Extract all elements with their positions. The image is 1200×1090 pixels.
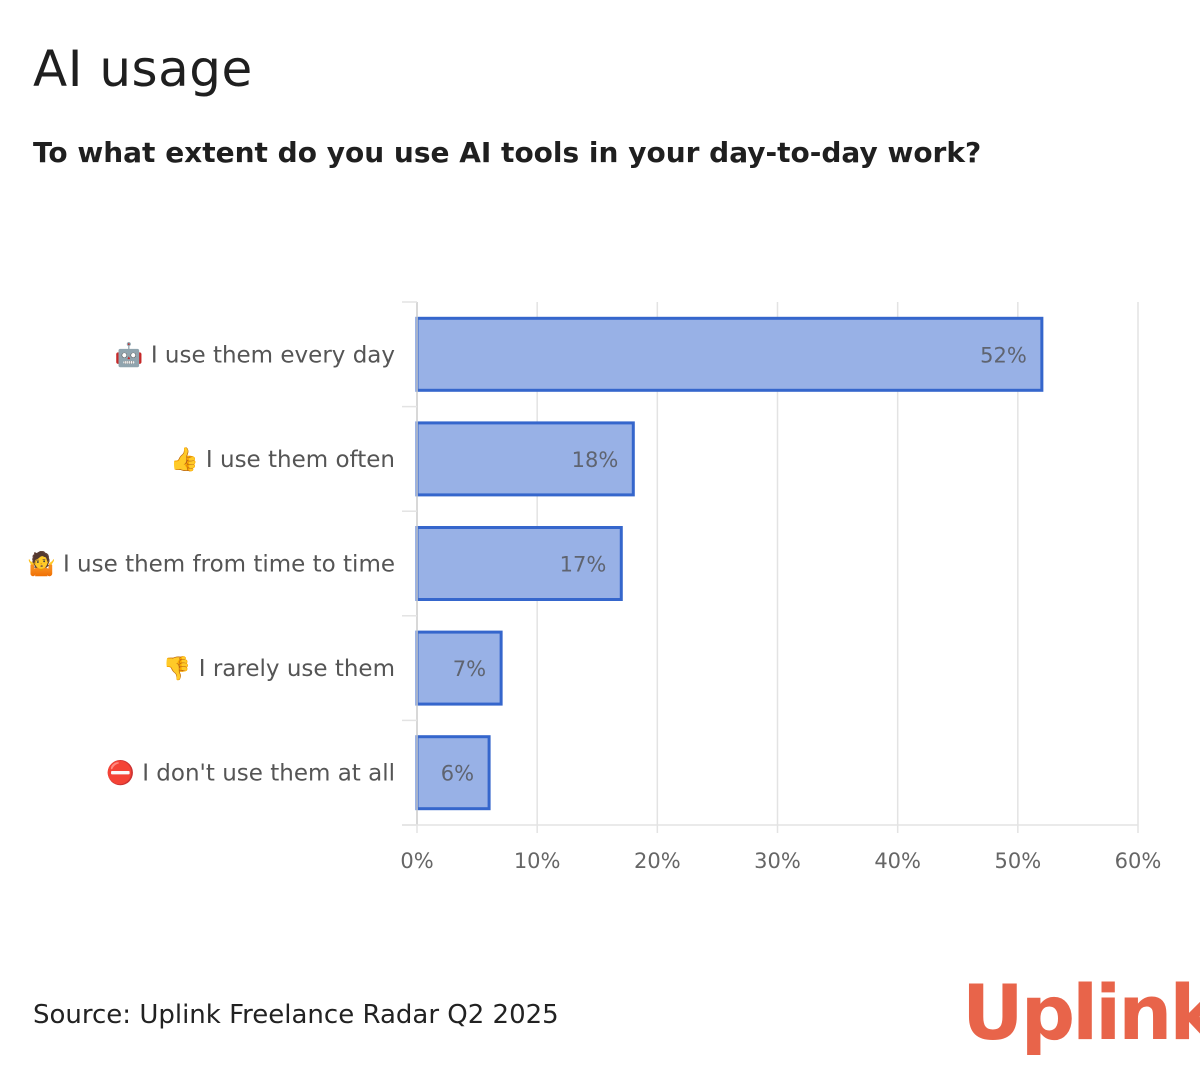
x-tick-label: 10% [514, 849, 561, 873]
category-label: 👍 I use them often [170, 446, 395, 473]
chart-subtitle: To what extent do you use AI tools in yo… [33, 136, 982, 169]
x-tick-label: 30% [754, 849, 801, 873]
bar-value-label: 6% [441, 762, 474, 786]
bar [415, 526, 623, 601]
bar-layer [415, 316, 1044, 811]
bar [415, 735, 491, 811]
bar [415, 421, 635, 497]
x-tick-label: 50% [994, 849, 1041, 873]
bar [415, 316, 1044, 392]
bar-value-label: 18% [572, 448, 619, 472]
category-label: 👎 I rarely use them [163, 655, 395, 682]
bar-value-label: 52% [980, 343, 1027, 367]
bar-value-label: 17% [560, 553, 607, 577]
x-tick-label: 60% [1115, 849, 1162, 873]
x-tick-label: 0% [400, 849, 433, 873]
page-title: AI usage [33, 40, 253, 98]
label-layer: 0% 10% 20% 30% 40% 50% 60% 52% 🤖 I use them ever… [27, 341, 1161, 873]
x-tick-label: 40% [874, 849, 921, 873]
category-label: 🤷 I use them from time to time [27, 550, 395, 578]
axis-layer [402, 301, 1138, 833]
source-note: Source: Uplink Freelance Radar Q2 2025 [33, 1000, 559, 1030]
uplink-logo: Uplink [962, 968, 1200, 1057]
x-tick-label: 20% [634, 849, 681, 873]
bar [415, 630, 503, 706]
category-label: 🤖 I use them every day [115, 341, 395, 368]
bar-value-label: 7% [453, 657, 486, 681]
category-label: ⛔ I don't use them at all [106, 760, 395, 787]
